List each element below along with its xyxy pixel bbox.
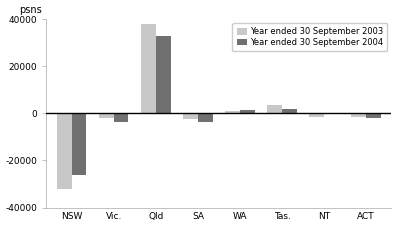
Bar [309, 113, 324, 117]
Bar [99, 113, 114, 118]
Bar [183, 113, 198, 119]
Legend: Year ended 30 September 2003, Year ended 30 September 2004: Year ended 30 September 2003, Year ended… [232, 23, 387, 51]
Bar [240, 110, 255, 113]
Bar [141, 24, 156, 113]
Bar [324, 113, 339, 114]
Bar [72, 113, 87, 175]
Bar [57, 113, 72, 189]
Bar [156, 36, 171, 113]
Bar [225, 111, 240, 113]
Text: psns: psns [19, 5, 42, 15]
Bar [267, 105, 282, 113]
Bar [351, 113, 366, 117]
Bar [282, 109, 297, 113]
Bar [198, 113, 213, 122]
Bar [366, 113, 381, 118]
Bar [114, 113, 129, 122]
